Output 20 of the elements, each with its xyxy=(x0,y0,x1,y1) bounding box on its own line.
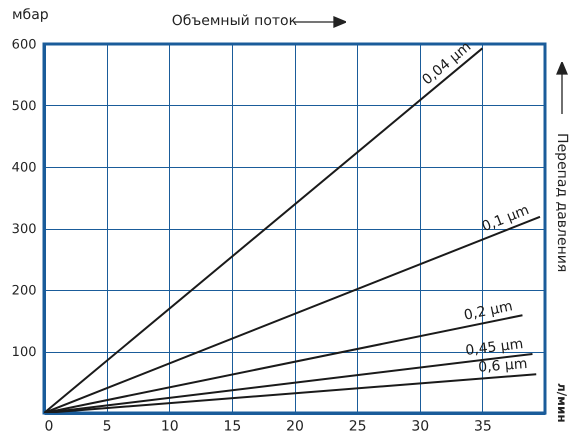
y-tick-label: 600 xyxy=(12,38,36,52)
text: мбар xyxy=(12,7,49,23)
x-tick-label: 20 xyxy=(286,418,304,434)
y-tick-label: 400 xyxy=(12,160,36,176)
text: 0,1 µm xyxy=(480,202,532,236)
text: 0,2 µm xyxy=(462,298,514,324)
y-tick-label: 200 xyxy=(12,284,36,298)
x-tick-label: 5 xyxy=(102,418,112,434)
x-axis-title: Объемный поток xyxy=(172,13,298,29)
x-tick-label: 0 xyxy=(44,418,54,434)
y-axis-title: Перепад давления xyxy=(554,133,570,272)
text: л/мин xyxy=(555,383,569,423)
y-tick-label: 500 xyxy=(12,99,36,114)
x-tick-label: 30 xyxy=(411,418,430,434)
y-tick-label: 100 xyxy=(12,345,36,360)
y-tick-label: 300 xyxy=(12,222,36,237)
x-tick-label: 25 xyxy=(348,418,367,434)
x-tick-label: 35 xyxy=(474,418,492,434)
x-tick-label: 10 xyxy=(160,418,179,434)
x-tick-label: 15 xyxy=(223,418,242,434)
